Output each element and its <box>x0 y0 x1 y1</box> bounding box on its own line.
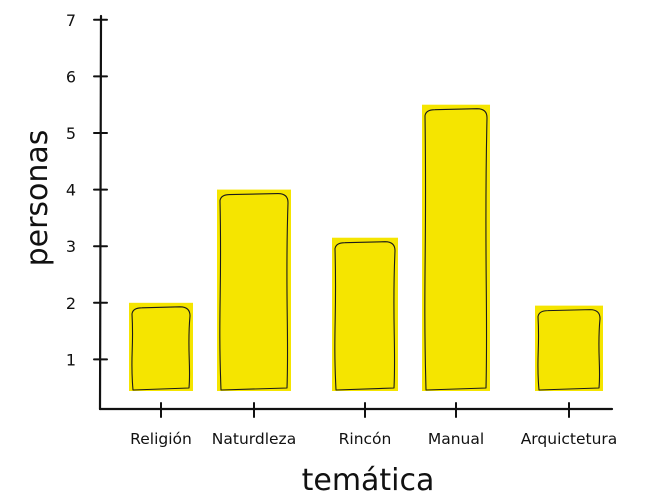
x-ticks-group: Religión Naturdleza Rincón Manual Arquictetu… <box>130 402 618 448</box>
y-axis-line <box>98 14 103 411</box>
axes-group <box>98 14 614 411</box>
y-tick-label: 3 <box>66 237 76 256</box>
y-tick-label: 6 <box>66 67 76 86</box>
y-tick-label: 4 <box>66 181 76 200</box>
bars-group <box>129 104 603 391</box>
bar-outline-4 <box>537 309 601 391</box>
y-axis-title: personas <box>20 130 55 267</box>
y-tick-label: 2 <box>66 294 76 313</box>
bar-4 <box>535 305 603 391</box>
bar-outline-3 <box>424 108 488 391</box>
bar-2 <box>332 237 398 391</box>
y-tick-label: 1 <box>66 350 76 369</box>
x-tick-label: Naturdleza <box>212 430 296 448</box>
bar-3 <box>422 104 490 391</box>
y-ticks-group: 1 2 3 4 5 6 7 <box>66 11 108 369</box>
bar-0 <box>129 302 193 391</box>
bar-1 <box>217 189 291 391</box>
y-tick-label: 7 <box>66 11 76 30</box>
x-tick-label: Arquictetura <box>521 430 618 448</box>
x-tick-label: Manual <box>428 430 484 448</box>
bar-outline-2 <box>334 241 396 391</box>
x-axis-title: temática <box>302 463 435 494</box>
bar-outline-0 <box>131 306 191 391</box>
x-tick-label: Rincón <box>339 430 392 448</box>
y-tick-label: 5 <box>66 124 76 143</box>
x-tick-label: Religión <box>130 430 192 448</box>
bar-outline-1 <box>219 193 289 391</box>
